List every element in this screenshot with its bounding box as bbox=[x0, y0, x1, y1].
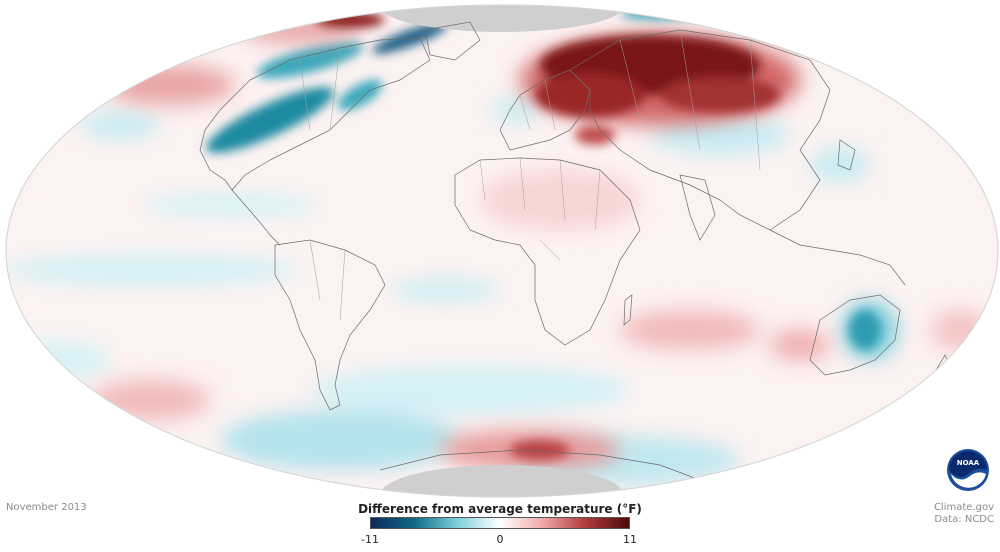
credit-data-source: Data: NCDC bbox=[934, 514, 994, 525]
australia-outline bbox=[809, 294, 901, 376]
strong-warm-anomalies bbox=[315, 12, 780, 460]
central-america-outline bbox=[231, 189, 281, 246]
japan-outline bbox=[837, 139, 856, 171]
legend-color-bar bbox=[370, 517, 630, 529]
madagascar-outline bbox=[623, 294, 633, 326]
asia-outline bbox=[569, 29, 831, 231]
greenland-outline bbox=[424, 21, 481, 61]
credits: Climate.gov Data: NCDC bbox=[934, 502, 994, 526]
south-pole-cap bbox=[380, 465, 624, 497]
anomaly-field bbox=[6, 5, 990, 497]
credit-site[interactable]: Climate.gov bbox=[933, 502, 994, 513]
legend-min-label: -11 bbox=[361, 533, 379, 546]
north-america-outline bbox=[199, 37, 431, 191]
north-pole-cap bbox=[380, 5, 624, 32]
legend-max-label: 11 bbox=[623, 533, 637, 546]
legend-mid-label: 0 bbox=[496, 533, 504, 546]
southeast-asia-outline bbox=[769, 229, 906, 286]
india-outline bbox=[679, 174, 716, 241]
globe-border bbox=[5, 4, 999, 498]
legend-title: Difference from average temperature (°F) bbox=[358, 502, 642, 516]
antarctica-outline bbox=[379, 449, 701, 481]
coastlines bbox=[199, 21, 953, 481]
south-america-outline bbox=[274, 239, 386, 411]
noaa-logo-upper bbox=[949, 451, 987, 478]
country-borders bbox=[299, 29, 761, 321]
map-date: November 2013 bbox=[6, 502, 87, 513]
noaa-logo-lower bbox=[951, 472, 986, 488]
noaa-logo-text: NOAA bbox=[957, 459, 980, 467]
noaa-logo[interactable]: NOAA bbox=[946, 448, 990, 492]
europe-outline bbox=[499, 69, 591, 151]
